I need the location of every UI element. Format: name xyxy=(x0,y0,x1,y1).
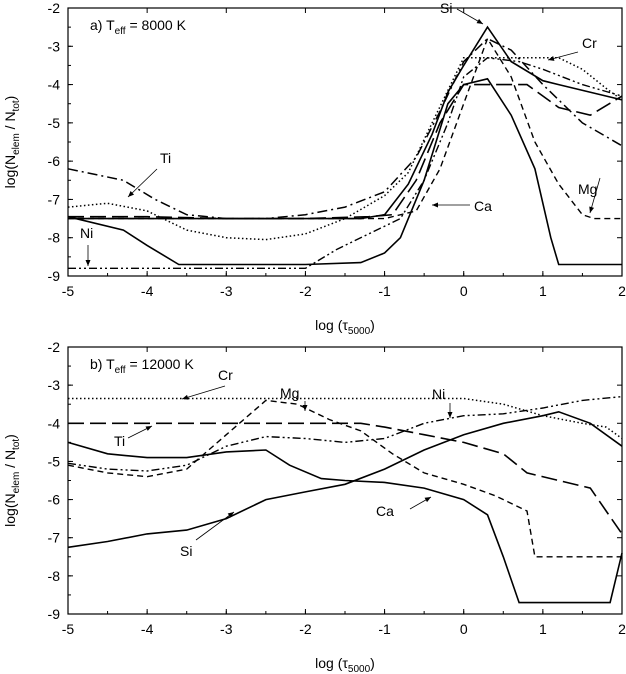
y-axis-label: log(Nelem / Ntot) xyxy=(2,96,22,189)
series-line-si xyxy=(67,410,623,549)
x-tick-label: -3 xyxy=(220,283,233,299)
y-tick-label: -3 xyxy=(48,377,61,393)
annotation-cr: Cr xyxy=(218,367,233,383)
annotation-ca: Ca xyxy=(474,198,492,214)
annotation-ni: Ni xyxy=(432,386,445,402)
x-tick-label: 2 xyxy=(618,283,626,299)
annotation-arrowhead xyxy=(128,191,135,197)
annotation-si: Si xyxy=(180,543,192,559)
annotation-pointer xyxy=(195,511,235,541)
annotation-arrowhead xyxy=(302,405,308,411)
x-tick-label: -5 xyxy=(62,621,75,637)
annotation-arrowhead xyxy=(447,412,453,418)
annotation-arrowhead xyxy=(424,497,431,503)
x-axis-label: log (τ5000) xyxy=(315,317,375,337)
x-tick-label: 1 xyxy=(539,621,547,637)
series-line-ca xyxy=(67,77,622,266)
x-tick-label: -1 xyxy=(378,621,391,637)
y-tick-label: -9 xyxy=(48,606,61,622)
y-tick-label: -8 xyxy=(48,230,61,246)
series-line-ti xyxy=(68,422,623,535)
series-line-ca xyxy=(67,441,623,604)
annotation-arrowhead xyxy=(182,394,189,400)
annotation-arrowhead xyxy=(227,512,234,518)
y-tick-label: -8 xyxy=(48,568,61,584)
y-tick-label: -9 xyxy=(48,268,61,284)
annotation-arrowhead xyxy=(145,426,152,431)
y-tick-label: -7 xyxy=(48,191,61,207)
annotation-si: Si xyxy=(440,0,452,16)
series-line-cr xyxy=(68,397,623,440)
series-line-si xyxy=(68,25,623,220)
y-tick-label: -7 xyxy=(48,530,61,546)
annotation-ti: Ti xyxy=(114,433,125,449)
y-tick-label: -5 xyxy=(48,115,61,131)
series-line-ni xyxy=(67,395,623,472)
annotation-arrowhead xyxy=(548,56,555,61)
x-tick-label: -3 xyxy=(220,621,233,637)
panel-title: a) Teff = 8000 K xyxy=(90,17,187,37)
annotation-ca: Ca xyxy=(376,503,394,519)
x-tick-label: -2 xyxy=(299,621,312,637)
annotation-arrowhead xyxy=(476,18,483,24)
y-tick-label: -2 xyxy=(48,339,61,355)
x-tick-label: 0 xyxy=(460,621,468,637)
y-tick-label: -5 xyxy=(48,453,61,469)
annotation-pointer xyxy=(181,385,226,400)
series-line-ni xyxy=(68,57,623,269)
panel-title: b) Teff = 12000 K xyxy=(90,356,194,376)
series-line-mg xyxy=(68,37,622,220)
annotation-mg: Mg xyxy=(280,385,299,401)
annotation-pointer xyxy=(589,177,601,214)
annotation-ni: Ni xyxy=(80,225,93,241)
x-tick-label: -4 xyxy=(141,621,154,637)
y-tick-label: -4 xyxy=(48,415,61,431)
annotation-arrowhead xyxy=(432,202,438,208)
annotation-ti: Ti xyxy=(160,150,171,166)
x-axis-label: log (τ5000) xyxy=(315,655,375,674)
annotation-arrowhead xyxy=(589,206,595,213)
y-tick-label: -4 xyxy=(48,77,61,93)
y-tick-label: -6 xyxy=(48,153,61,169)
y-tick-label: -3 xyxy=(48,38,61,54)
annotation-arrowhead xyxy=(85,260,91,266)
y-axis-label: log(Nelem / Ntot) xyxy=(2,434,22,527)
x-tick-label: 2 xyxy=(618,621,626,637)
x-tick-label: -5 xyxy=(62,283,75,299)
annotation-pointer xyxy=(127,168,158,198)
x-tick-label: 0 xyxy=(460,283,468,299)
plot-frame xyxy=(67,7,623,277)
series-line-cr xyxy=(67,57,623,241)
series-line-ti xyxy=(67,37,623,220)
x-tick-label: -4 xyxy=(141,283,154,299)
series-line-mg xyxy=(67,399,622,558)
x-tick-label: 1 xyxy=(539,283,547,299)
x-tick-label: -2 xyxy=(299,283,312,299)
y-tick-label: -6 xyxy=(48,492,61,508)
y-tick-label: -2 xyxy=(48,0,61,16)
x-tick-label: -1 xyxy=(378,283,391,299)
annotation-cr: Cr xyxy=(582,35,597,51)
series-line-unlabeled xyxy=(68,83,623,220)
annotation-mg: Mg xyxy=(578,181,597,197)
